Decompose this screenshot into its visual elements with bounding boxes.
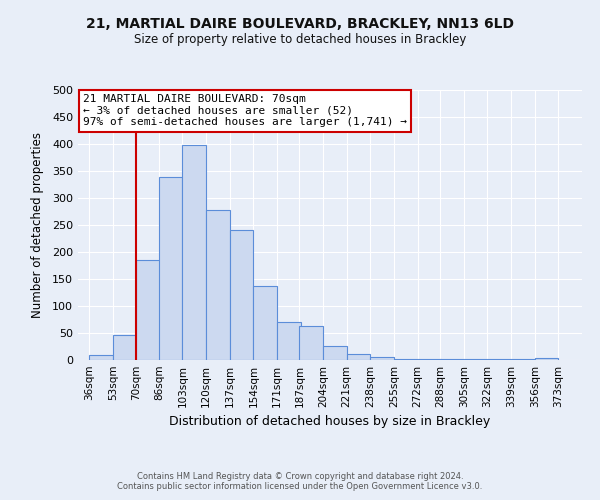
Bar [136, 260, 160, 360]
Bar [394, 359, 418, 360]
Bar [535, 358, 559, 360]
Text: Contains HM Land Registry data © Crown copyright and database right 2024.: Contains HM Land Registry data © Crown c… [137, 472, 463, 481]
Bar [299, 326, 323, 360]
Bar [159, 178, 182, 360]
Bar [113, 335, 136, 360]
Y-axis label: Number of detached properties: Number of detached properties [31, 132, 44, 318]
Bar [253, 286, 277, 360]
Bar [182, 145, 206, 360]
Bar [206, 210, 230, 360]
Bar [230, 230, 253, 360]
Text: Contains public sector information licensed under the Open Government Licence v3: Contains public sector information licen… [118, 482, 482, 491]
Bar [277, 322, 301, 360]
Bar [323, 346, 347, 360]
Text: 21 MARTIAL DAIRE BOULEVARD: 70sqm
← 3% of detached houses are smaller (52)
97% o: 21 MARTIAL DAIRE BOULEVARD: 70sqm ← 3% o… [83, 94, 407, 127]
Text: Size of property relative to detached houses in Brackley: Size of property relative to detached ho… [134, 32, 466, 46]
Text: 21, MARTIAL DAIRE BOULEVARD, BRACKLEY, NN13 6LD: 21, MARTIAL DAIRE BOULEVARD, BRACKLEY, N… [86, 18, 514, 32]
Bar [370, 358, 394, 360]
Bar [347, 354, 370, 360]
Bar [89, 354, 113, 360]
X-axis label: Distribution of detached houses by size in Brackley: Distribution of detached houses by size … [169, 416, 491, 428]
